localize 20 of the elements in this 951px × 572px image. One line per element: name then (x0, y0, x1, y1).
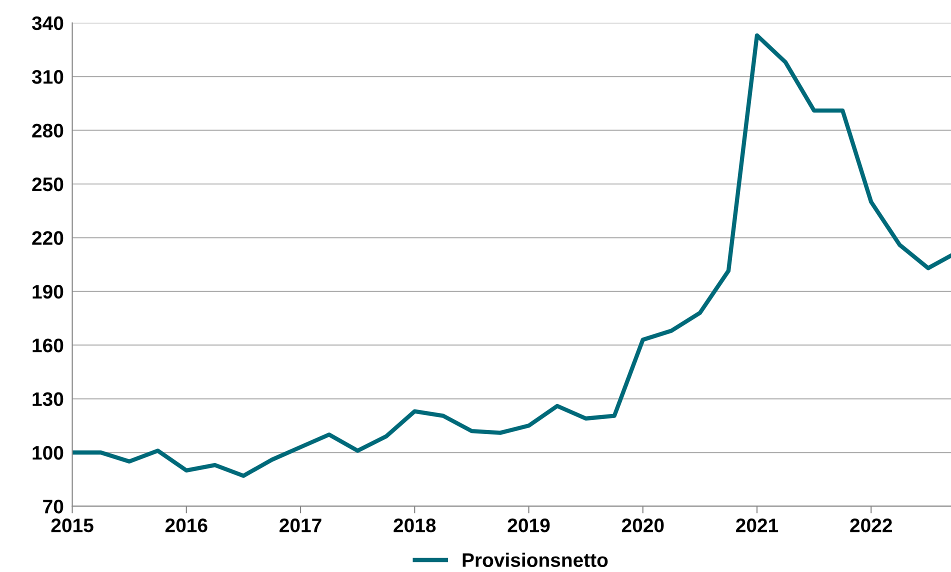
y-tick-label: 100 (32, 446, 64, 460)
y-tick-label: 130 (32, 392, 64, 406)
x-tick-label: 2019 (508, 518, 550, 532)
x-tick-label: 2022 (850, 518, 892, 532)
y-tick-label: 220 (32, 231, 64, 245)
x-tick-label: 2016 (165, 518, 208, 532)
legend-label: Provisionsnetto (462, 552, 608, 568)
y-tick-label: 70 (43, 500, 64, 514)
y-tick-label: 160 (32, 338, 64, 352)
y-tick-label: 310 (32, 70, 64, 84)
x-tick-label: 2017 (280, 518, 322, 532)
x-tick-label: 2018 (394, 518, 436, 532)
x-tick-label: 2020 (622, 518, 664, 532)
y-tick-label: 250 (32, 177, 64, 192)
line-series (72, 33, 951, 478)
y-tick-label: 340 (32, 16, 64, 30)
y-tick-label: 280 (32, 124, 64, 138)
x-tick-label: 2021 (736, 518, 778, 532)
x-tick-label: 2015 (51, 518, 94, 532)
y-tick-label: 190 (32, 284, 64, 299)
